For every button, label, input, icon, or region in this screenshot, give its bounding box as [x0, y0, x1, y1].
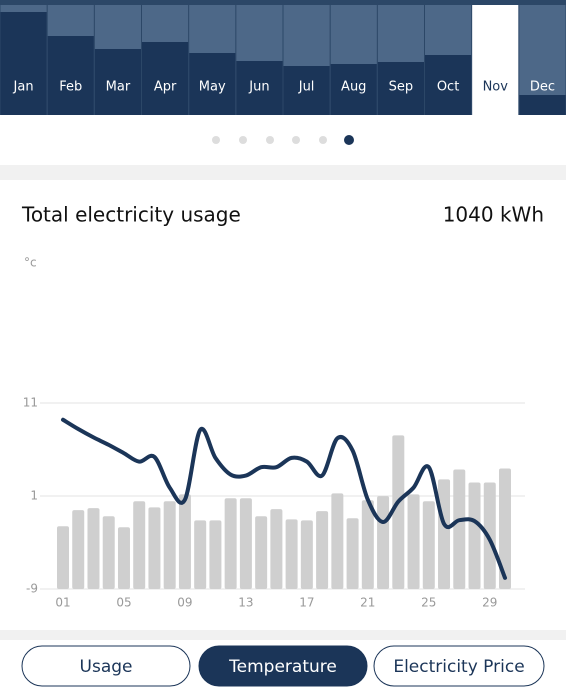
unit-label: °c [24, 256, 37, 270]
pager-dot[interactable] [292, 136, 300, 144]
usage-bar [453, 469, 466, 589]
x-tick-label: 17 [299, 596, 314, 610]
month-label[interactable]: Jan [13, 80, 34, 95]
temperature-line [61, 417, 507, 580]
y-tick-label: 11 [23, 396, 38, 410]
pager-dot[interactable] [212, 136, 220, 144]
usage-bar [87, 508, 100, 589]
pager-bg [0, 115, 566, 165]
usage-bar [102, 516, 115, 589]
usage-bar [224, 498, 237, 589]
usage-bar [422, 501, 435, 589]
month-bar [0, 12, 47, 115]
usage-bar [407, 494, 420, 589]
y-tick-label: 1 [30, 489, 38, 503]
tab-label[interactable]: Temperature [228, 657, 337, 677]
usage-bar [300, 520, 313, 589]
usage-bar [255, 516, 268, 589]
tab-label[interactable]: Usage [80, 657, 133, 677]
month-label[interactable]: Aug [341, 80, 366, 95]
pager-dot-active[interactable] [344, 135, 354, 145]
usage-bar [57, 526, 69, 589]
month-bar [377, 62, 424, 115]
y-tick-label: -9 [26, 582, 38, 596]
month-label[interactable]: Oct [437, 80, 459, 95]
tab-label[interactable]: Electricity Price [393, 657, 524, 677]
month-label[interactable]: Nov [483, 80, 509, 95]
month-strip-bg [0, 0, 566, 115]
x-tick-label: 05 [116, 596, 131, 610]
x-tick-label: 01 [55, 596, 70, 610]
usage-bar [270, 509, 283, 589]
usage-bar [331, 493, 344, 589]
tab-button[interactable] [198, 645, 368, 687]
usage-bar [133, 501, 146, 589]
usage-bar [377, 496, 390, 589]
usage-bar [148, 507, 161, 589]
pager [212, 135, 354, 145]
pager-dot[interactable] [266, 136, 274, 144]
usage-bar [346, 518, 359, 589]
total: 1040 kWh [443, 203, 544, 227]
month-label[interactable]: Feb [59, 80, 82, 95]
usage-bar [163, 501, 176, 589]
x-tick-label: 21 [360, 596, 375, 610]
month-label[interactable]: Apr [154, 80, 177, 95]
usage-bar [209, 520, 222, 589]
usage-bar [468, 482, 481, 589]
usage-bar [285, 519, 298, 589]
usage-bar [194, 520, 207, 589]
month-label[interactable]: Sep [389, 80, 414, 95]
month-column[interactable] [472, 5, 519, 115]
month-label[interactable]: May [199, 80, 226, 95]
usage-bar [392, 435, 405, 589]
pager-dot[interactable] [319, 136, 327, 144]
tab-button[interactable] [373, 645, 545, 687]
usage-bar [438, 479, 451, 589]
month-bar [236, 61, 283, 115]
usage-bar [117, 527, 130, 589]
month-bar [519, 95, 566, 115]
month-bar [425, 55, 472, 115]
usage-bar [499, 468, 511, 589]
pager-dot[interactable] [239, 136, 247, 144]
month-bar [283, 66, 330, 115]
usage-bar [178, 494, 191, 589]
month-bar [189, 53, 236, 115]
month-label[interactable]: Mar [106, 80, 131, 95]
usage-bar [239, 498, 252, 589]
x-tick-label: 25 [421, 596, 436, 610]
tab-button[interactable] [21, 645, 191, 687]
month-label[interactable]: Jun [248, 80, 269, 95]
month-label[interactable]: Jul [298, 80, 315, 95]
month-bar [142, 42, 189, 115]
x-tick-label: 09 [177, 596, 192, 610]
month-bar [47, 36, 94, 115]
x-tick-label: 13 [238, 596, 253, 610]
card [0, 180, 566, 630]
usage-bar [361, 500, 374, 589]
card-title: Total electricity usage [21, 203, 241, 227]
month-bar [330, 64, 377, 115]
month-label[interactable]: Dec [530, 80, 555, 95]
month-bar [94, 49, 141, 115]
usage-bar [316, 511, 329, 589]
x-tick-label: 29 [482, 596, 497, 610]
usage-bar [72, 510, 85, 589]
